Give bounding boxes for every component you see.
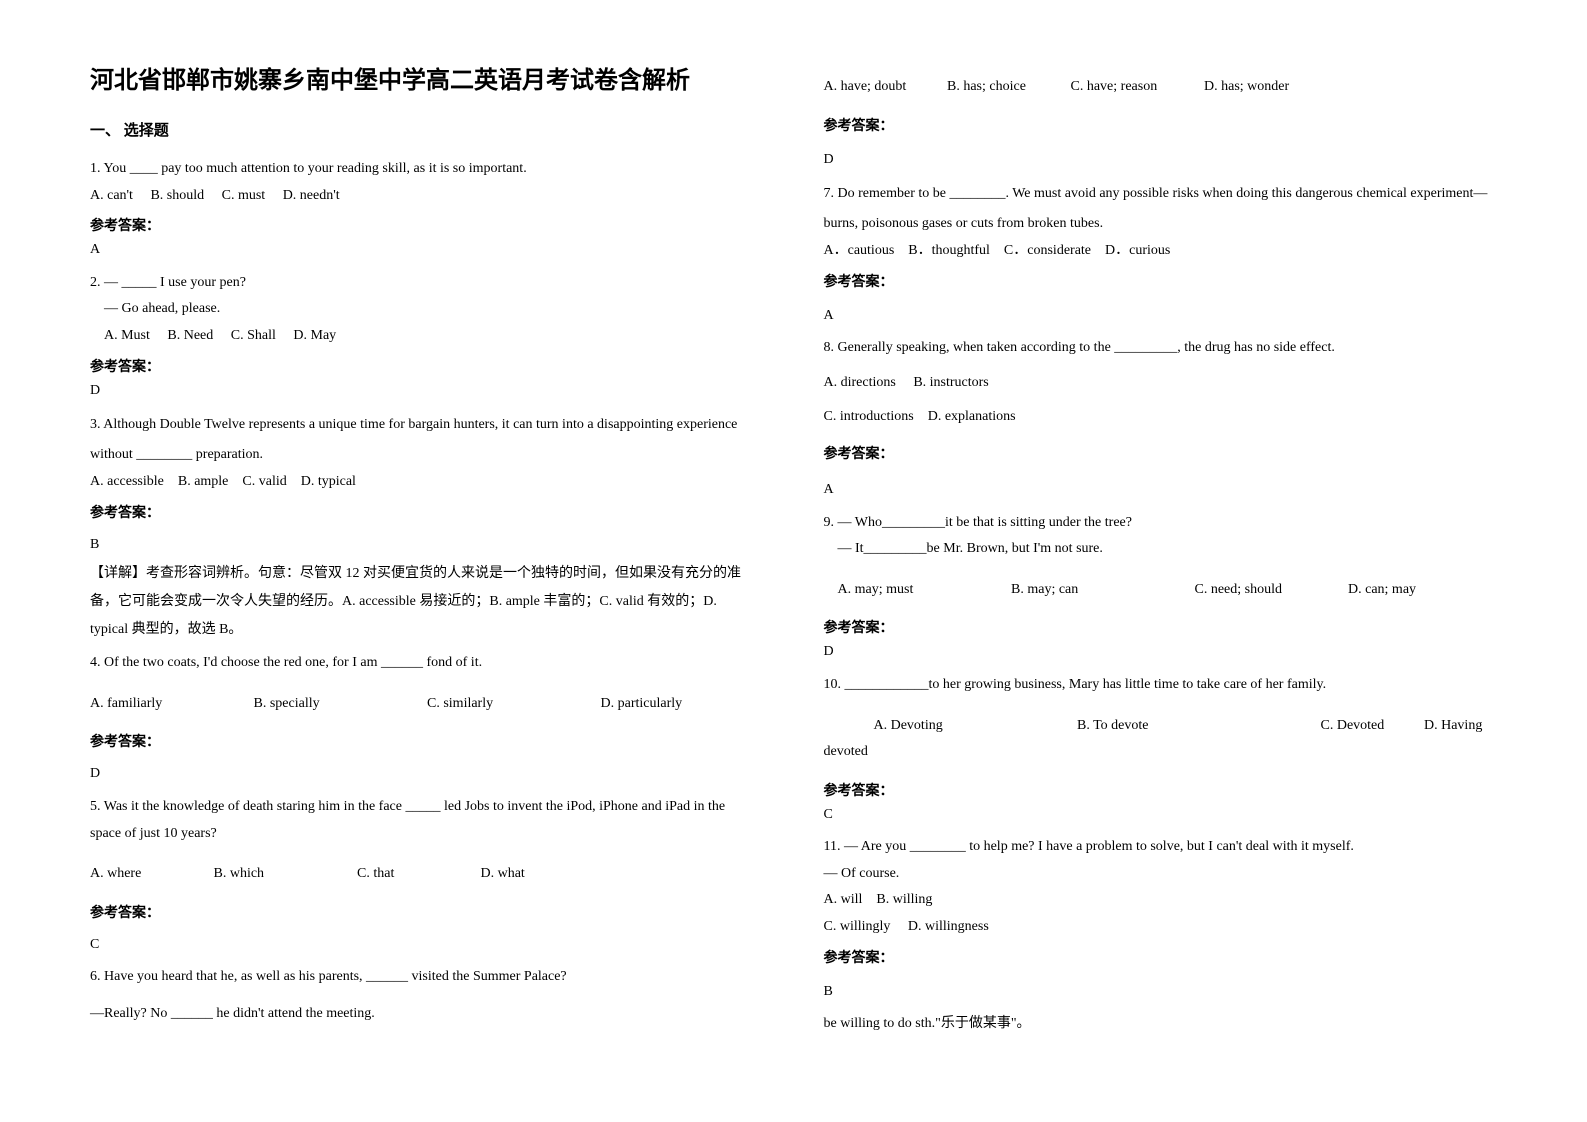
question-6-options: A. have; doubt B. has; choice C. have; r… xyxy=(824,74,1498,101)
q5-opt-b: B. which xyxy=(214,861,354,888)
q6-opt-a: A. have; doubt xyxy=(824,74,944,101)
answer-label: 参考答案： xyxy=(824,947,1498,967)
q5-opt-d: D. what xyxy=(481,866,525,881)
question-11-line2: — Of course. xyxy=(824,861,1498,888)
right-column: A. have; doubt B. has; choice C. have; r… xyxy=(794,0,1587,1122)
q9-opt-d: D. can; may xyxy=(1348,582,1416,597)
question-1-options: A. can't B. should C. must D. needn't xyxy=(90,183,744,210)
q6-opt-b: B. has; choice xyxy=(947,74,1067,101)
answer-label: 参考答案： xyxy=(824,617,1498,637)
question-4-stem: 4. Of the two coats, I'd choose the red … xyxy=(90,650,744,677)
question-10-options: A. Devoting B. To devote C. Devoted D. H… xyxy=(824,713,1498,766)
question-10-stem: 10. ____________to her growing business,… xyxy=(824,672,1498,699)
question-3-options: A. accessible B. ample C. valid D. typic… xyxy=(90,469,744,496)
q9-opt-a: A. may; must xyxy=(838,577,1008,604)
question-4-options: A. familiarly B. specially C. similarly … xyxy=(90,691,744,718)
question-7-answer: A xyxy=(824,303,1498,330)
question-2-answer: D xyxy=(90,378,744,405)
question-9-line2: — It_________be Mr. Brown, but I'm not s… xyxy=(824,536,1498,563)
q10-opt-a: A. Devoting xyxy=(824,713,1074,740)
q9-opt-c: C. need; should xyxy=(1195,577,1345,604)
q4-opt-a: A. familiarly xyxy=(90,691,250,718)
page-title: 河北省邯郸市姚寨乡南中堡中学高二英语月考试卷含解析 xyxy=(90,60,744,95)
question-6-line1: 6. Have you heard that he, as well as hi… xyxy=(90,964,744,991)
answer-label: 参考答案： xyxy=(90,356,744,376)
question-5-answer: C xyxy=(90,932,744,959)
question-2-line2: — Go ahead, please. xyxy=(90,296,744,323)
q10-opt-c: C. Devoted xyxy=(1321,713,1421,740)
q6-opt-c: C. have; reason xyxy=(1071,74,1201,101)
answer-label: 参考答案： xyxy=(90,215,744,235)
answer-label: 参考答案： xyxy=(824,271,1498,291)
question-2-line1: 2. — _____ I use your pen? xyxy=(90,270,744,297)
q5-opt-c: C. that xyxy=(357,861,477,888)
question-4-answer: D xyxy=(90,761,744,788)
question-6-line2: —Really? No ______ he didn't attend the … xyxy=(90,1001,744,1028)
left-column: 河北省邯郸市姚寨乡南中堡中学高二英语月考试卷含解析 一、 选择题 1. You … xyxy=(0,0,794,1122)
question-3-explain: 【详解】考查形容词辨析。句意：尽管双 12 对买便宜货的人来说是一个独特的时间，… xyxy=(90,560,744,644)
answer-label: 参考答案： xyxy=(824,115,1498,135)
question-8-stem: 8. Generally speaking, when taken accord… xyxy=(824,335,1498,362)
question-3-stem: 3. Although Double Twelve represents a u… xyxy=(90,410,744,469)
q4-opt-b: B. specially xyxy=(254,691,424,718)
question-1-stem: 1. You ____ pay too much attention to yo… xyxy=(90,156,744,183)
question-3-answer: B xyxy=(90,532,744,559)
question-9-options: A. may; must B. may; can C. need; should… xyxy=(824,577,1498,604)
answer-label: 参考答案： xyxy=(824,780,1498,800)
question-11-explain: be willing to do sth."乐于做某事"。 xyxy=(824,1011,1498,1038)
question-10-answer: C xyxy=(824,802,1498,829)
question-5-options: A. where B. which C. that D. what xyxy=(90,861,744,888)
q9-opt-b: B. may; can xyxy=(1011,577,1191,604)
question-8-answer: A xyxy=(824,477,1498,504)
answer-label: 参考答案： xyxy=(90,902,744,922)
answer-label: 参考答案： xyxy=(824,443,1498,463)
question-8-opts1: A. directions B. instructors xyxy=(824,370,1498,397)
question-7-options: A．cautious B．thoughtful C．considerate D．… xyxy=(824,238,1498,265)
question-9-answer: D xyxy=(824,639,1498,666)
q6-opt-d: D. has; wonder xyxy=(1204,79,1289,94)
q10-opt-b: B. To devote xyxy=(1077,713,1317,740)
section-heading: 一、 选择题 xyxy=(90,119,744,140)
question-11-answer: B xyxy=(824,979,1498,1006)
question-1-answer: A xyxy=(90,237,744,264)
answer-label: 参考答案： xyxy=(90,731,744,751)
question-8-opts2: C. introductions D. explanations xyxy=(824,404,1498,431)
question-7-stem: 7. Do remember to be ________. We must a… xyxy=(824,179,1498,238)
question-9-line1: 9. — Who_________it be that is sitting u… xyxy=(824,510,1498,537)
q4-opt-c: C. similarly xyxy=(427,691,597,718)
question-11-line1: 11. — Are you ________ to help me? I hav… xyxy=(824,834,1498,861)
q5-opt-a: A. where xyxy=(90,861,210,888)
answer-label: 参考答案： xyxy=(90,502,744,522)
question-6-answer: D xyxy=(824,147,1498,174)
question-11-opts2: C. willingly D. willingness xyxy=(824,914,1498,941)
question-5-stem: 5. Was it the knowledge of death staring… xyxy=(90,794,744,847)
question-11-opts1: A. will B. willing xyxy=(824,887,1498,914)
question-2-options: A. Must B. Need C. Shall D. May xyxy=(90,323,744,350)
q4-opt-d: D. particularly xyxy=(601,696,683,711)
